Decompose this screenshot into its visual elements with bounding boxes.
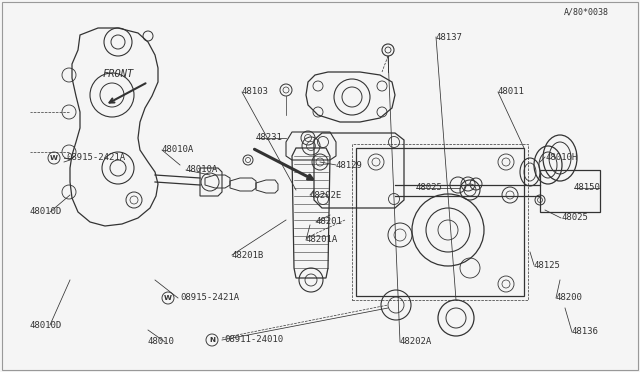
Text: 08915-2421A: 08915-2421A xyxy=(180,294,239,302)
Text: 48011: 48011 xyxy=(498,87,525,96)
Text: N: N xyxy=(209,337,215,343)
Bar xyxy=(356,148,524,296)
Text: 48010: 48010 xyxy=(148,337,175,346)
Text: 48010A: 48010A xyxy=(186,166,218,174)
Bar xyxy=(540,170,600,212)
Text: W: W xyxy=(164,295,172,301)
Text: 48025: 48025 xyxy=(561,214,588,222)
Text: 48202A: 48202A xyxy=(400,337,432,346)
Text: 48201A: 48201A xyxy=(306,235,339,244)
Text: 48010A: 48010A xyxy=(162,145,195,154)
Text: 08911-24010: 08911-24010 xyxy=(224,336,283,344)
Text: 48202E: 48202E xyxy=(310,190,342,199)
Text: 48200: 48200 xyxy=(556,294,583,302)
Text: 48125: 48125 xyxy=(534,260,561,269)
Text: 48010H: 48010H xyxy=(545,153,577,161)
Text: 48231: 48231 xyxy=(256,134,283,142)
Text: FRONT: FRONT xyxy=(103,69,134,79)
Text: 48201: 48201 xyxy=(316,218,343,227)
Text: W: W xyxy=(50,155,58,161)
Text: 48010D: 48010D xyxy=(30,208,62,217)
Text: 48137: 48137 xyxy=(436,32,463,42)
Text: 48103: 48103 xyxy=(242,87,269,96)
Text: A/80*0038: A/80*0038 xyxy=(564,7,609,16)
Text: 48010D: 48010D xyxy=(30,321,62,330)
Text: 08915-2421A: 08915-2421A xyxy=(66,154,125,163)
Bar xyxy=(352,144,528,300)
Text: 48025: 48025 xyxy=(416,183,443,192)
Text: 48150: 48150 xyxy=(574,183,601,192)
Text: 48129: 48129 xyxy=(336,160,363,170)
Text: 48201B: 48201B xyxy=(232,250,264,260)
Text: 48136: 48136 xyxy=(572,327,599,337)
